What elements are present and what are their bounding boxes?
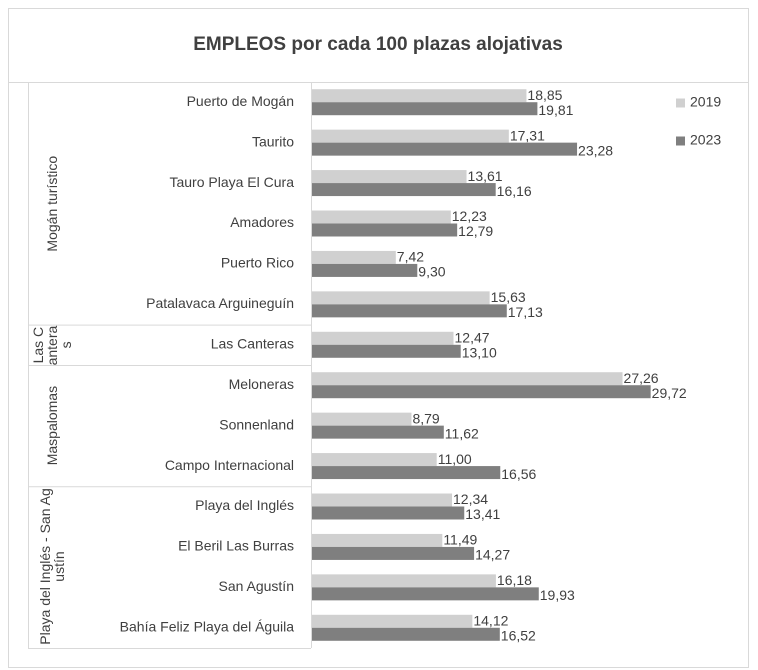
y-tick-label: Bahía Feliz Playa del Águila (120, 618, 295, 634)
legend-swatch (676, 136, 685, 146)
group-label: Playa del Inglés - San Agustín (37, 488, 67, 646)
bar (311, 425, 444, 439)
bar (311, 453, 437, 467)
value-label: 17,13 (508, 304, 543, 320)
value-label: 12,23 (452, 208, 487, 224)
value-label: 13,10 (462, 344, 497, 360)
bar (311, 304, 507, 318)
value-label: 14,12 (473, 612, 508, 628)
bar (311, 627, 500, 641)
value-label: 19,81 (538, 102, 573, 118)
bar (311, 412, 412, 426)
bar (311, 574, 496, 588)
bar (311, 506, 465, 520)
value-label: 7,42 (397, 249, 424, 265)
bar (311, 142, 578, 156)
value-label: 8,79 (412, 410, 439, 426)
value-label: 13,41 (465, 506, 500, 522)
y-tick-label: Tauro Playa El Cura (169, 174, 294, 190)
y-tick-label: Campo Internacional (165, 457, 294, 473)
value-label: 29,72 (652, 385, 687, 401)
value-label: 19,93 (540, 587, 575, 603)
value-label: 17,31 (510, 127, 545, 143)
bar (311, 587, 539, 601)
value-label: 14,27 (475, 547, 510, 563)
legend-swatch (676, 98, 685, 108)
bar (311, 210, 451, 224)
y-tick-label: Puerto de Mogán (187, 93, 294, 109)
legend-label: 2019 (690, 94, 721, 110)
chart-title: EMPLEOS por cada 100 plazas alojativas (193, 34, 563, 55)
value-label: 16,18 (497, 572, 532, 588)
value-label: 13,61 (468, 168, 503, 184)
legend-label: 2023 (690, 132, 721, 148)
y-tick-label: Las Canteras (211, 335, 294, 351)
bar (311, 385, 651, 399)
bar (311, 331, 454, 345)
value-label: 15,63 (491, 289, 526, 305)
bar (311, 263, 418, 277)
value-label: 12,34 (453, 491, 488, 507)
bar (311, 372, 623, 386)
bar (311, 250, 396, 264)
group-label: Las Canteras (30, 324, 74, 365)
value-label: 16,52 (501, 627, 536, 643)
bar (311, 466, 501, 480)
bar (311, 614, 473, 628)
bar (311, 170, 467, 184)
value-label: 12,47 (455, 329, 490, 345)
value-label: 11,49 (443, 532, 477, 548)
value-label: 11,00 (438, 451, 472, 467)
value-label: 16,56 (501, 466, 536, 482)
bar (311, 89, 527, 103)
value-label: 16,16 (497, 183, 532, 199)
y-tick-label: Amadores (230, 214, 294, 230)
bar (311, 533, 443, 547)
value-label: 9,30 (418, 264, 445, 280)
group-label: Maspalomas (44, 385, 60, 466)
value-label: 12,79 (458, 223, 493, 239)
value-label: 27,26 (624, 370, 659, 386)
value-label: 23,28 (578, 142, 613, 158)
bar (311, 183, 496, 197)
y-tick-label: San Agustín (218, 578, 294, 594)
value-label: 11,62 (445, 425, 479, 441)
bar (311, 291, 490, 305)
bar (311, 493, 453, 507)
y-tick-label: El Beril Las Burras (178, 538, 294, 554)
group-label: Mogán turístico (44, 155, 60, 252)
bar (311, 102, 538, 116)
y-tick-label: Meloneras (229, 376, 294, 392)
bar (311, 129, 509, 143)
bar (311, 223, 458, 237)
bar (311, 344, 461, 358)
y-tick-label: Taurito (252, 133, 294, 149)
y-tick-label: Puerto Rico (221, 255, 294, 271)
y-tick-label: Sonnenland (219, 416, 294, 432)
value-label: 18,85 (527, 87, 562, 103)
bar (311, 546, 475, 560)
y-tick-label: Playa del Inglés (195, 497, 294, 513)
y-tick-label: Patalavaca Arguineguín (146, 295, 294, 311)
